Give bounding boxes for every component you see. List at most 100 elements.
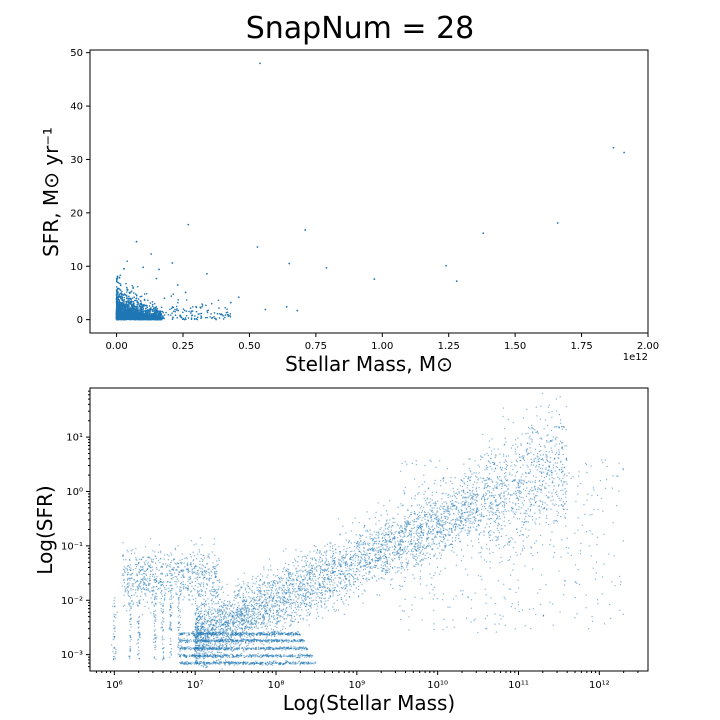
bottom-point [463,463,465,465]
bottom-point [256,602,259,605]
top-point [115,300,118,303]
top-point [121,295,123,298]
top-point [121,293,123,296]
bottom-point [278,587,280,589]
bottom-point [560,479,562,481]
bottom-point [376,547,378,549]
top-outlier-point [285,305,288,308]
bottom-point [552,467,554,469]
bottom-point [390,583,392,586]
bottom-point [236,643,238,645]
bottom-point [229,611,231,614]
bottom-point [300,569,302,571]
bottom-point [368,558,370,560]
bottom-point [287,585,289,587]
top-point [129,302,132,305]
bottom-point [451,530,453,532]
bottom-point [425,526,428,528]
bottom-point [429,509,431,511]
bottom-point [319,570,322,572]
bottom-point [235,585,237,587]
top-point [132,292,135,294]
bottom-point [517,485,519,487]
top-point [161,316,164,318]
bottom-point [284,627,287,630]
bottom-point [265,589,268,592]
bottom-point [469,469,471,472]
bottom-point [304,598,306,600]
bottom-point [315,545,317,548]
bottom-point [230,619,232,621]
bottom-point [308,624,310,626]
bottom-point [204,627,206,629]
bottom-point [420,528,422,531]
bottom-point [331,563,333,565]
top-point [121,304,124,307]
bottom-point [327,561,329,563]
bottom-point [490,458,492,460]
bottom-point [363,546,365,549]
bottom-point [229,612,231,615]
bottom-point [500,535,502,537]
bottom-point [397,545,399,547]
bottom-point [205,592,207,594]
top-outlier-point [325,266,328,269]
bottom-point [310,603,312,605]
top-point [140,309,143,312]
bottom-point [510,537,512,539]
bottom-point [294,604,297,606]
bottom-point [299,588,301,590]
bottom-point [455,524,457,526]
bottom-point [480,546,483,548]
top-point [199,313,201,315]
bottom-point [527,466,529,468]
bottom-point [407,569,409,571]
bottom-point [419,576,421,578]
top-point [120,311,122,313]
top-point [129,291,132,294]
bottom-point [295,570,298,572]
bottom-point [385,549,387,552]
bottom-point [415,553,418,555]
bottom-point [254,617,256,620]
bottom-point [255,599,257,601]
top-point [146,306,149,309]
bottom-point [552,499,554,501]
bottom-point [200,618,202,620]
bottom-point [352,568,354,570]
top-point [118,309,120,312]
bottom-point [279,597,281,600]
bottom-point [328,597,330,599]
top-point [126,305,128,308]
bottom-point [492,551,494,554]
bottom-point [233,591,235,593]
bottom-point [348,541,350,543]
top-point [115,286,118,288]
bottom-point [337,594,339,597]
top-outlier-point [623,151,625,154]
bottom-point [443,549,445,551]
bottom-point [364,551,366,553]
top-point [153,311,156,314]
bottom-point [220,620,222,622]
bottom-point [450,500,452,503]
bottom-point [455,534,457,537]
bottom-point [557,514,559,517]
bottom-point [500,492,502,494]
bottom-point [310,586,312,588]
bottom-point [299,618,302,620]
bottom-point [456,497,458,500]
bottom-point [405,522,407,525]
bottom-point [352,581,355,583]
top-outlier-point [171,262,174,264]
bottom-point [518,456,521,458]
top-point [125,303,127,305]
top-point [133,303,135,306]
bottom-point [201,621,203,623]
top-point [201,303,203,305]
bottom-point [504,484,506,487]
bottom-point [471,473,473,475]
bottom-point [515,551,517,554]
bottom-point [373,574,375,577]
